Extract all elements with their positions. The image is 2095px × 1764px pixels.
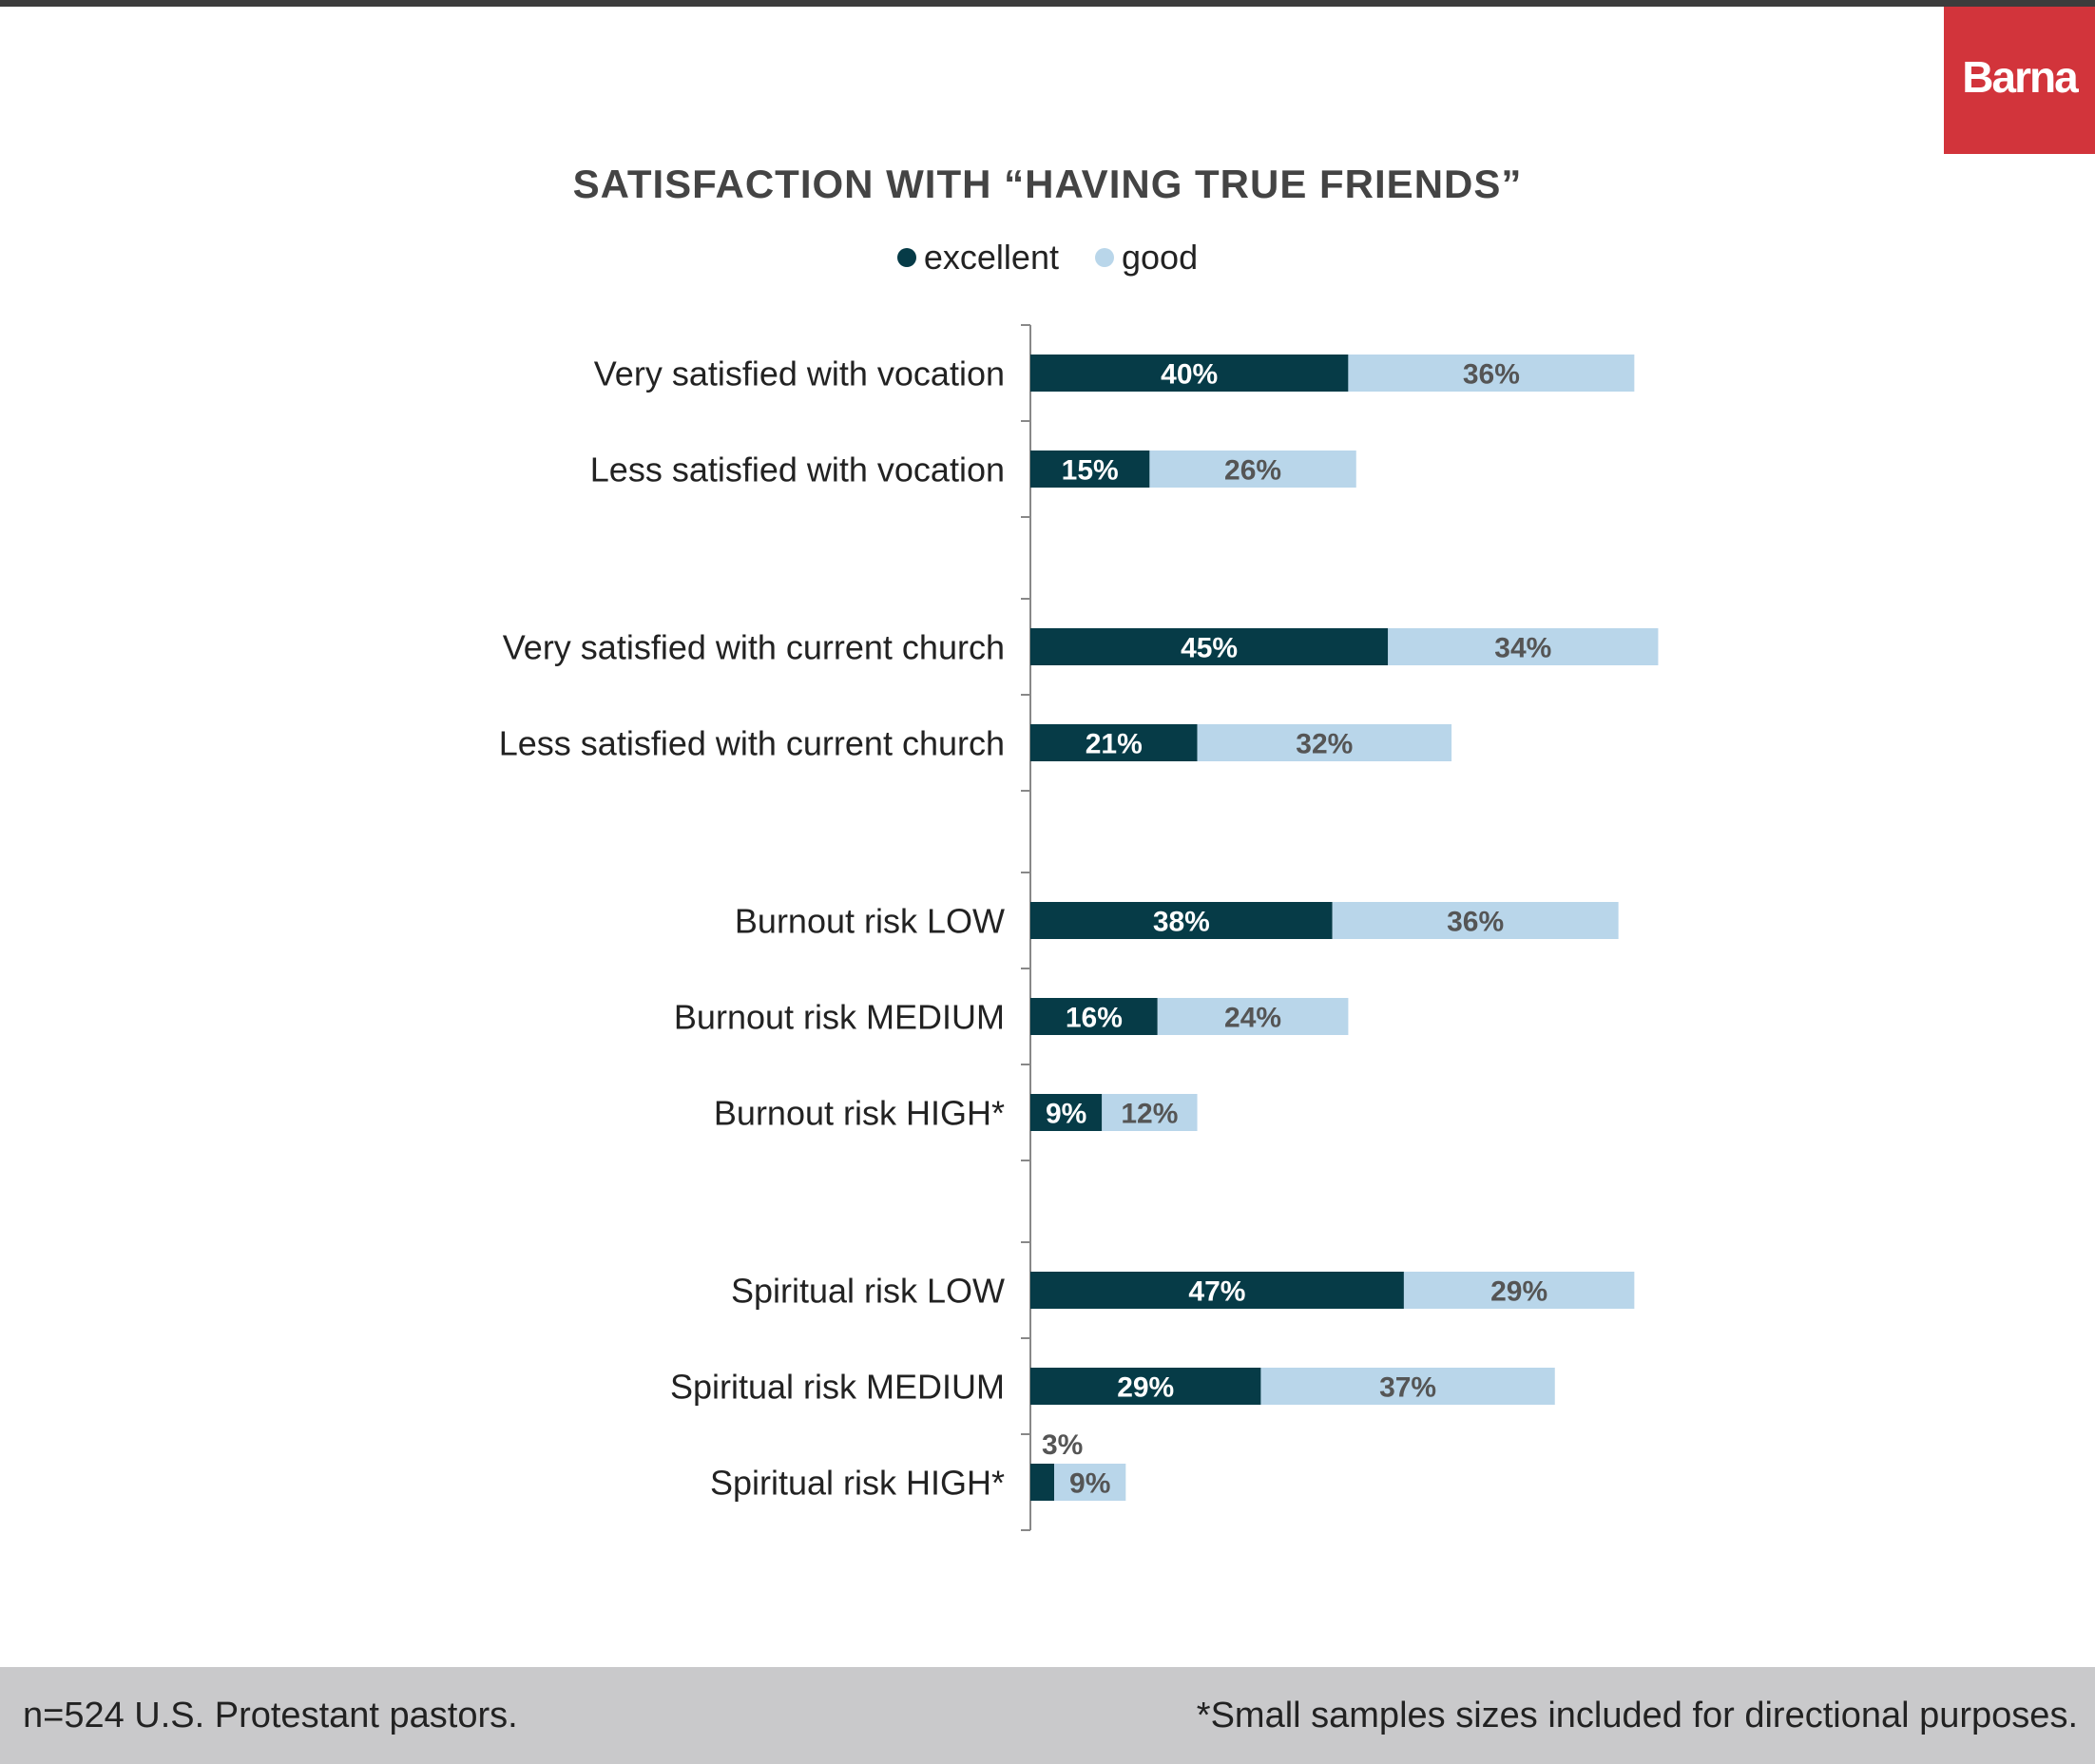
- sample-note: n=524 U.S. Protestant pastors.: [23, 1696, 518, 1735]
- data-label-excellent: 38%: [1153, 907, 1210, 938]
- data-label-excellent: 16%: [1066, 1003, 1123, 1034]
- bar-good: [1197, 724, 1452, 761]
- barna-logo: Barna: [1944, 7, 2095, 154]
- data-label-good: 36%: [1463, 359, 1520, 391]
- bar-excellent: [1030, 355, 1349, 392]
- category-label: Burnout risk MEDIUM: [674, 998, 1005, 1037]
- bar-excellent: [1030, 1368, 1261, 1405]
- data-label-good: 36%: [1447, 907, 1504, 938]
- data-label-good: 32%: [1296, 729, 1353, 760]
- bar-good: [1403, 1272, 1635, 1309]
- data-label-good: 29%: [1490, 1276, 1547, 1308]
- legend-label-good: good: [1122, 238, 1199, 277]
- bar-good: [1149, 451, 1356, 488]
- data-label-good: 26%: [1224, 455, 1281, 487]
- category-label: Very satisfied with current church: [503, 628, 1005, 667]
- bar-excellent: [1030, 1272, 1404, 1309]
- bar-excellent: [1030, 1094, 1103, 1131]
- category-label: Spiritual risk LOW: [731, 1272, 1005, 1311]
- top-border: [0, 0, 2095, 7]
- data-label-good: 34%: [1494, 633, 1551, 664]
- bar-good: [1348, 355, 1635, 392]
- legend-label-excellent: excellent: [923, 238, 1059, 277]
- data-label-good: 37%: [1379, 1372, 1436, 1404]
- legend-swatch-good: [1095, 248, 1114, 267]
- data-label-excellent: 9%: [1046, 1099, 1086, 1130]
- category-label: Less satisfied with vocation: [590, 451, 1005, 489]
- data-label-excellent: 45%: [1181, 633, 1238, 664]
- category-label: Burnout risk LOW: [735, 902, 1005, 941]
- bar-excellent: [1030, 998, 1158, 1035]
- footer: n=524 U.S. Protestant pastors. *Small sa…: [0, 1667, 2095, 1764]
- data-label-good: 12%: [1121, 1099, 1178, 1130]
- legend-item-good: good: [1095, 238, 1198, 278]
- legend-item-excellent: excellent: [896, 238, 1059, 278]
- category-label: Less satisfied with current church: [499, 724, 1005, 763]
- data-label-excellent: 40%: [1161, 359, 1218, 391]
- bar-good: [1102, 1094, 1198, 1131]
- category-label: Spiritual risk MEDIUM: [670, 1368, 1005, 1407]
- small-sample-note: *Small samples sizes included for direct…: [1196, 1696, 2078, 1735]
- bar-excellent: [1030, 724, 1198, 761]
- data-label-excellent: 15%: [1062, 455, 1119, 487]
- bar-excellent: [1030, 451, 1150, 488]
- bar-excellent: [1030, 1464, 1055, 1501]
- legend-swatch-excellent: [896, 248, 916, 267]
- category-label: Burnout risk HIGH*: [714, 1094, 1005, 1133]
- chart-title: SATISFACTION WITH “HAVING TRUE FRIENDS”: [572, 162, 1523, 206]
- bar-excellent: [1030, 902, 1333, 939]
- data-label-good: 24%: [1224, 1003, 1281, 1034]
- data-label-good: 9%: [1069, 1468, 1110, 1500]
- bar-excellent: [1030, 628, 1389, 665]
- data-label-excellent: 3%: [1042, 1429, 1083, 1461]
- bar-good: [1054, 1464, 1126, 1501]
- data-label-excellent: 47%: [1188, 1276, 1245, 1308]
- data-label-excellent: 21%: [1086, 729, 1143, 760]
- bar-good: [1332, 902, 1619, 939]
- bar-good: [1260, 1368, 1555, 1405]
- legend: excellent good: [0, 236, 2095, 278]
- category-label: Very satisfied with vocation: [594, 355, 1005, 393]
- bar-good: [1157, 998, 1349, 1035]
- data-label-excellent: 29%: [1117, 1372, 1174, 1404]
- category-label: Spiritual risk HIGH*: [710, 1464, 1005, 1503]
- bar-good: [1388, 628, 1659, 665]
